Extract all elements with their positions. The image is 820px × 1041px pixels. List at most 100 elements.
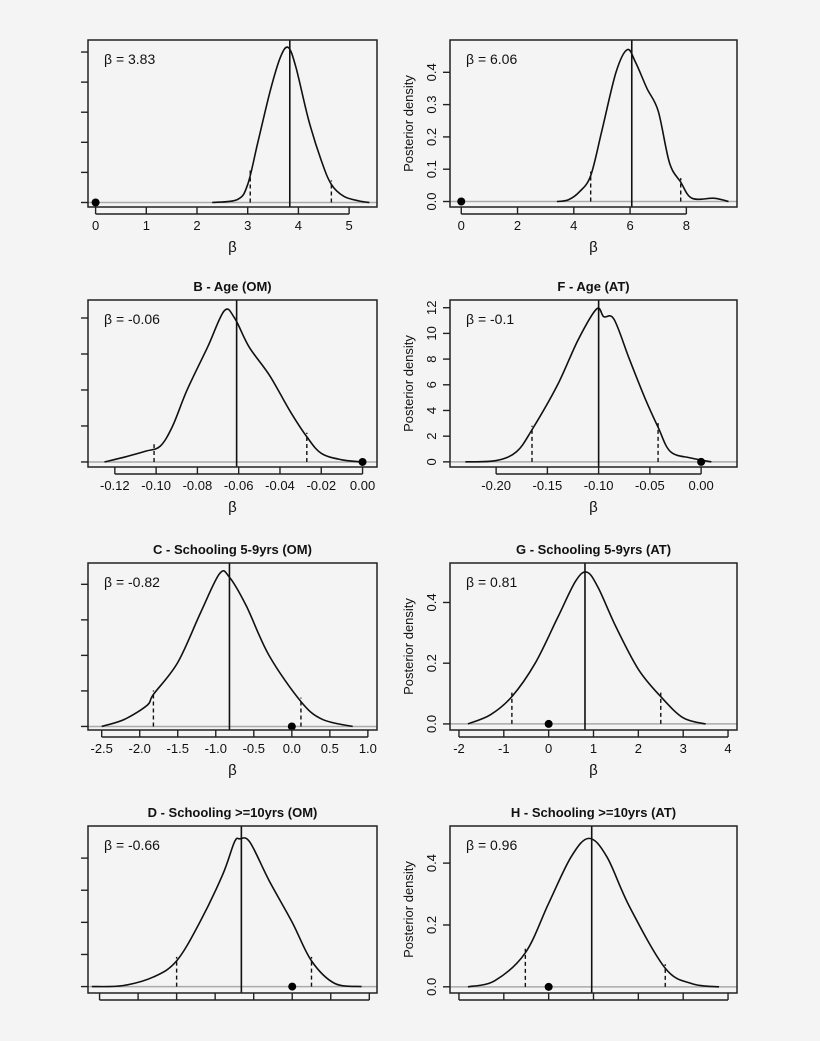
panel-title: G - Schooling 5-9yrs (AT) (516, 542, 671, 557)
y-tick-label: 8 (424, 355, 439, 362)
x-axis-label: β (228, 762, 237, 779)
null-point-marker (544, 719, 553, 728)
null-point-marker (544, 982, 553, 991)
panel-d: D - Schooling >=10yrs (OM) β = -0.66 (81, 805, 378, 1001)
y-tick-label: 12 (424, 300, 439, 314)
x-tick-label: -0.20 (481, 478, 511, 493)
x-tick-label: 5 (345, 218, 352, 233)
x-axis-label: β (589, 762, 598, 779)
y-tick-label: 0 (424, 458, 439, 465)
y-tick-label: 0.0 (424, 192, 439, 210)
null-point-marker (288, 982, 297, 991)
x-tick-label: -0.08 (183, 478, 213, 493)
x-tick-label: 0.00 (350, 478, 375, 493)
x-tick-label: 6 (626, 218, 633, 233)
x-tick-label: -0.5 (243, 741, 265, 756)
y-axis-label: Posterior density (401, 75, 416, 172)
x-tick-label: 1 (590, 741, 597, 756)
x-axis-label: β (228, 239, 237, 256)
x-tick-label: -1.0 (205, 741, 227, 756)
x-tick-label: 1.0 (359, 741, 377, 756)
x-tick-label: 0 (458, 218, 465, 233)
x-tick-label: -0.12 (100, 478, 130, 493)
x-tick-label: -2.5 (90, 741, 112, 756)
x-axis-label: β (589, 499, 598, 516)
x-tick-label: -0.02 (306, 478, 336, 493)
panel-h: H - Schooling >=10yrs (AT) β = 0.96 0.0 0.2… (401, 805, 738, 1001)
density-curve (212, 46, 370, 204)
y-axis-label: Posterior density (401, 598, 416, 695)
y-tick-label: 0.2 (424, 916, 439, 934)
y-tick-label: 0.2 (424, 128, 439, 146)
x-tick-label: -0.05 (635, 478, 665, 493)
x-tick-label: 2 (635, 741, 642, 756)
y-tick-label: 0.1 (424, 160, 439, 178)
x-tick-label: 0 (92, 218, 99, 233)
density-curve (101, 569, 353, 728)
panel-title: C - Schooling 5-9yrs (OM) (153, 542, 312, 557)
x-tick-label: 4 (724, 741, 731, 756)
x-tick-label: -2 (453, 741, 465, 756)
y-tick-label: 4 (424, 407, 439, 414)
x-tick-label: 4 (570, 218, 577, 233)
beta-annotation: β = 0.96 (466, 837, 517, 853)
null-point-marker (358, 457, 367, 466)
beta-annotation: β = 0.81 (466, 574, 517, 590)
plot-frame (87, 562, 378, 731)
y-tick-label: 0.4 (424, 854, 439, 872)
panel-f: F - Age (AT) β = -0.1 -0.20 -0.15 -0.10 -0.05… (401, 279, 738, 516)
y-tick-label: 0.3 (424, 96, 439, 114)
x-tick-label: 1 (143, 218, 150, 233)
null-point-marker (91, 198, 100, 207)
x-tick-label: 8 (683, 218, 690, 233)
x-tick-label: -0.10 (141, 478, 171, 493)
plot-frame (87, 39, 378, 208)
beta-annotation: β = -0.06 (104, 311, 160, 327)
null-point-marker (457, 197, 466, 206)
density-curve (467, 837, 720, 988)
x-tick-label: 2 (193, 218, 200, 233)
density-curve (465, 307, 712, 463)
panel-b: B - Age (OM) β = -0.06 -0.12 -0.10 -0.08 -0.0… (81, 279, 378, 516)
x-tick-label: 4 (295, 218, 302, 233)
y-tick-label: 0.0 (424, 978, 439, 996)
y-tick-label: 0.4 (424, 593, 439, 611)
x-axis-label: β (228, 499, 237, 516)
y-tick-label: 10 (424, 326, 439, 340)
panel-title: D - Schooling >=10yrs (OM) (148, 805, 318, 820)
panel-g: G - Schooling 5-9yrs (AT) β = 0.81 -2 -1 0 1 2… (401, 542, 738, 779)
x-tick-label: -0.04 (265, 478, 295, 493)
y-tick-label: 0.4 (424, 63, 439, 81)
y-tick-label: 0.0 (424, 715, 439, 733)
plot-frame (87, 825, 378, 994)
density-curve (556, 48, 729, 203)
panel-e: β = 6.06 0 2 4 6 8 0.0 0.1 0.2 0.3 0.4 β Posterior d… (401, 39, 738, 256)
panel-c: C - Schooling 5-9yrs (OM) β = -0.82 -2.5 -2… (81, 542, 378, 779)
x-tick-label: -0.10 (584, 478, 614, 493)
plot-frame (87, 299, 378, 468)
panel-title: F - Age (AT) (557, 279, 629, 294)
null-point-marker (287, 722, 296, 731)
x-tick-label: 0.00 (688, 478, 713, 493)
x-tick-label: -0.06 (224, 478, 254, 493)
panel-title: H - Schooling >=10yrs (AT) (511, 805, 676, 820)
density-curve (467, 571, 706, 725)
beta-annotation: β = 6.06 (466, 51, 517, 67)
panel-a: β = 3.83 0 1 2 3 4 5 β (81, 39, 378, 256)
x-tick-label: -1 (498, 741, 510, 756)
density-curve (91, 837, 362, 988)
y-tick-label: 0.2 (424, 654, 439, 672)
x-tick-label: 0.0 (283, 741, 301, 756)
beta-annotation: β = 3.83 (104, 51, 155, 67)
y-tick-label: 2 (424, 433, 439, 440)
x-tick-label: 3 (680, 741, 687, 756)
x-tick-label: 2 (514, 218, 521, 233)
x-tick-label: 3 (244, 218, 251, 233)
x-tick-label: -0.15 (533, 478, 563, 493)
panel-title: B - Age (OM) (193, 279, 271, 294)
y-axis-label: Posterior density (401, 861, 416, 958)
beta-annotation: β = -0.1 (466, 311, 514, 327)
x-tick-label: -1.5 (167, 741, 189, 756)
